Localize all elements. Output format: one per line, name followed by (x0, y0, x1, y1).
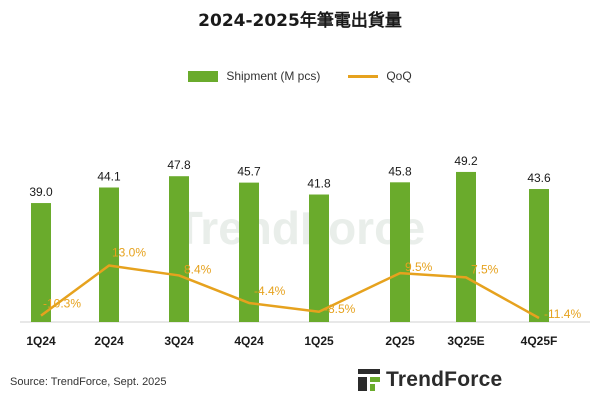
x-tick-label: 1Q25 (304, 334, 334, 348)
qoq-line (40, 264, 540, 320)
x-tick-label: 3Q24 (164, 334, 194, 348)
bar-4Q25F (529, 189, 549, 322)
x-tick-label: 2Q25 (385, 334, 415, 348)
bar-1Q24 (31, 203, 51, 322)
trendforce-logo: TrendForce (358, 368, 502, 392)
qoq-value-label: 9.5% (405, 260, 433, 274)
bar-value-label: 45.8 (388, 164, 412, 178)
bar-3Q24 (169, 176, 189, 322)
legend-label-shipment: Shipment (M pcs) (226, 69, 321, 83)
legend-item-qoq: QoQ (348, 69, 412, 83)
x-tick-label: 2Q24 (94, 334, 124, 348)
bar-value-label: 47.8 (167, 158, 191, 172)
bar-value-label: 43.6 (527, 171, 551, 185)
qoq-value-label: -10.3% (43, 297, 81, 311)
bar-3Q25E (456, 171, 476, 322)
bar-value-label: 44.1 (97, 169, 121, 183)
bar-value-label: 49.2 (454, 154, 478, 168)
x-tick-label: 4Q25F (521, 334, 558, 348)
bar-1Q25 (309, 194, 329, 322)
qoq-value-label: 7.5% (471, 262, 499, 276)
bar-value-label: 41.8 (307, 177, 331, 191)
watermark-text: TrendForce (175, 202, 426, 254)
qoq-value-label: -8.5% (324, 302, 356, 316)
legend-item-shipment: Shipment (M pcs) (188, 69, 320, 83)
x-tick-label: 1Q24 (26, 334, 56, 348)
bar-4Q24 (239, 182, 259, 322)
bar-value-label: 45.7 (237, 165, 261, 179)
logo-text: TrendForce (386, 368, 503, 391)
qoq-value-label: -4.4% (254, 284, 286, 298)
trendforce-logo-icon (358, 369, 380, 391)
qoq-value-label: 8.4% (184, 262, 212, 276)
legend-swatch-bar (188, 70, 219, 82)
x-tick-label: 3Q25E (447, 334, 484, 348)
x-tick-label: 4Q24 (234, 334, 264, 348)
source-note: Source: TrendForce, Sept. 2025 (10, 376, 167, 388)
bar-2Q24 (99, 187, 119, 322)
bar-value-label: 39.0 (29, 185, 53, 199)
legend: Shipment (M pcs) QoQ (0, 67, 600, 85)
bar-2Q25 (390, 182, 410, 322)
legend-swatch-line (348, 74, 379, 78)
qoq-value-label: -11.4% (544, 307, 581, 321)
qoq-value-label: 13.0% (112, 246, 146, 260)
legend-label-qoq: QoQ (386, 69, 412, 83)
chart-title: 2024-2025年筆電出貨量 (198, 11, 402, 31)
